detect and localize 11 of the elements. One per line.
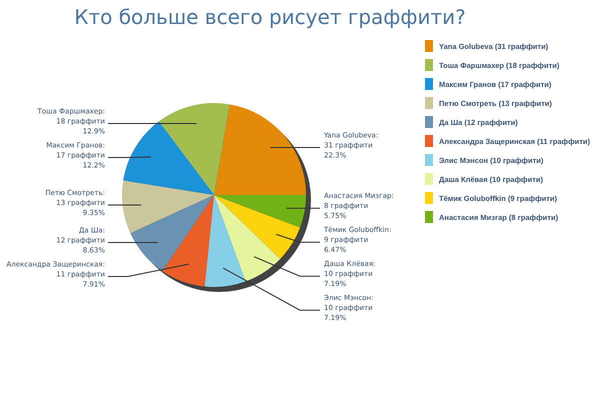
pie-slice <box>162 195 214 287</box>
pie-slice <box>158 103 230 195</box>
pie-slice <box>122 180 214 234</box>
chart-title: Кто больше всего рисует граффити? <box>74 5 466 29</box>
pie-slice <box>204 195 246 287</box>
pie-slice <box>214 195 300 259</box>
pie-slice <box>123 121 214 195</box>
pie-slice <box>214 195 280 282</box>
pie-slice <box>214 195 306 228</box>
pie-slice <box>214 104 306 195</box>
pie-slice <box>130 195 214 271</box>
